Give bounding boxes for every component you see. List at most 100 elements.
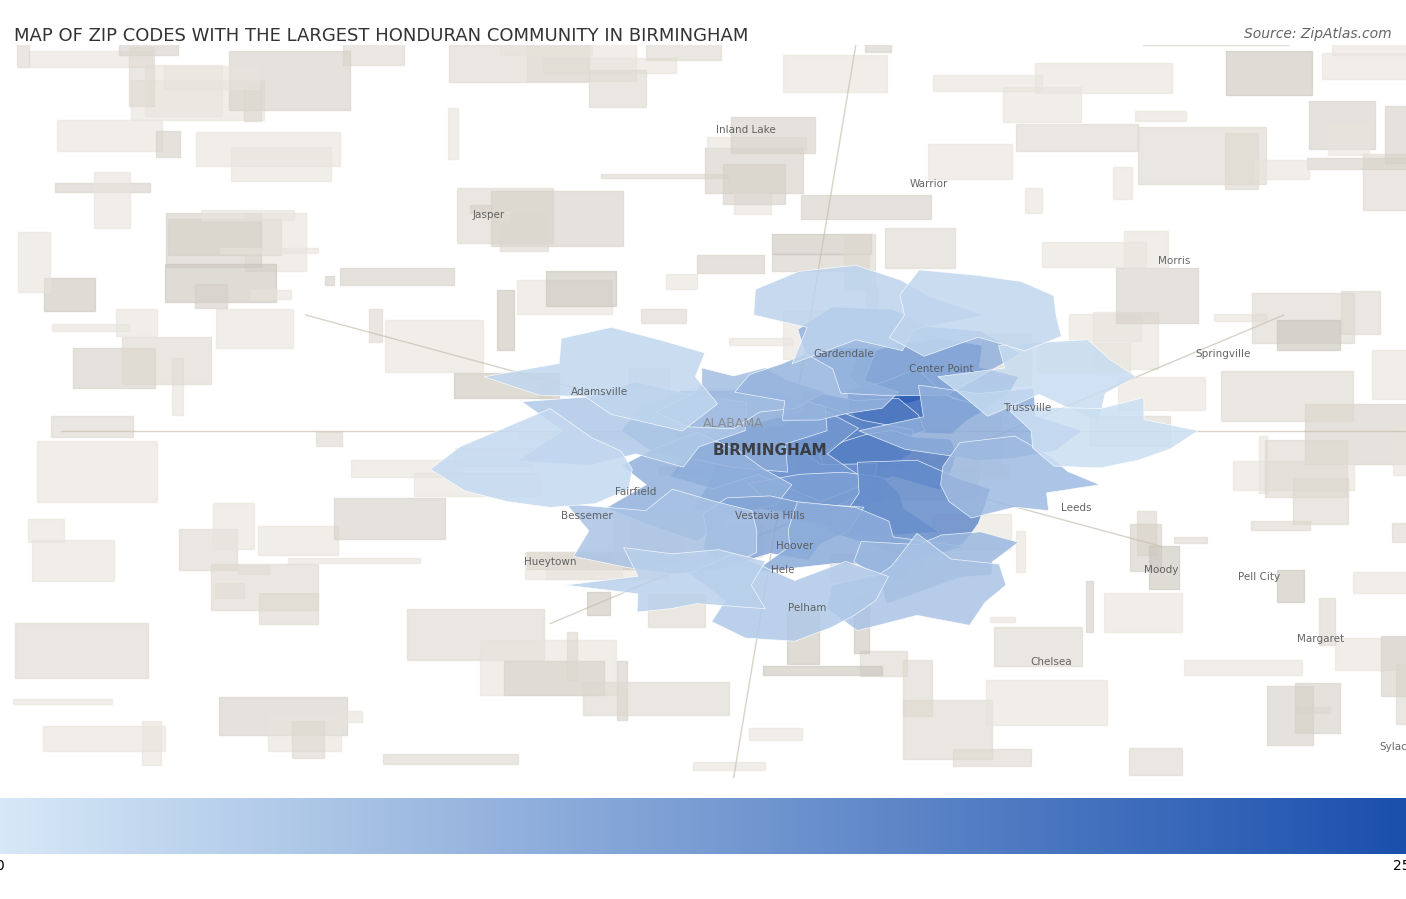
Bar (166, 264, 276, 302)
Polygon shape (484, 327, 717, 431)
Bar (325, 276, 333, 286)
Bar (981, 334, 1031, 385)
Bar (1104, 593, 1182, 632)
Bar (517, 280, 612, 315)
Bar (122, 337, 211, 384)
Bar (772, 254, 869, 271)
Bar (1296, 707, 1330, 713)
Bar (524, 552, 621, 580)
Bar (1322, 53, 1406, 79)
Bar (860, 651, 907, 676)
Text: Hele: Hele (770, 565, 794, 574)
Bar (613, 514, 752, 562)
Polygon shape (752, 502, 963, 581)
Bar (1092, 312, 1159, 369)
Text: Hueytown: Hueytown (524, 556, 576, 567)
Bar (855, 594, 869, 653)
Bar (1025, 188, 1042, 212)
Bar (156, 130, 180, 157)
Bar (859, 554, 946, 566)
Bar (696, 255, 763, 273)
Bar (651, 524, 762, 557)
Bar (1184, 660, 1302, 675)
Bar (368, 309, 382, 342)
Bar (165, 66, 259, 89)
Bar (52, 325, 129, 331)
Bar (31, 540, 114, 581)
Bar (337, 711, 361, 722)
Bar (51, 416, 134, 437)
Text: Jasper: Jasper (472, 209, 505, 219)
Bar (1069, 314, 1142, 342)
Bar (382, 753, 517, 764)
Polygon shape (669, 407, 869, 502)
Text: Pelham: Pelham (787, 603, 827, 613)
Bar (1329, 125, 1369, 156)
Bar (449, 108, 458, 158)
Bar (73, 348, 155, 388)
Text: Center Point: Center Point (910, 364, 974, 374)
Text: Vestavia Hills: Vestavia Hills (735, 511, 806, 521)
Polygon shape (1005, 397, 1198, 468)
Bar (1319, 599, 1334, 645)
Bar (928, 145, 1012, 179)
Bar (231, 147, 330, 181)
Bar (385, 320, 484, 371)
Bar (695, 389, 761, 395)
Text: Warrior: Warrior (910, 179, 949, 189)
Polygon shape (692, 446, 877, 514)
Bar (195, 131, 340, 166)
Bar (884, 227, 955, 268)
Bar (491, 191, 623, 245)
Bar (1137, 128, 1265, 184)
Bar (1336, 637, 1406, 670)
Bar (238, 565, 269, 574)
Polygon shape (820, 431, 956, 495)
Bar (166, 212, 260, 267)
Polygon shape (849, 338, 1019, 408)
Bar (567, 632, 578, 680)
Bar (496, 289, 513, 350)
Bar (58, 120, 162, 151)
Bar (538, 384, 551, 397)
Bar (413, 474, 540, 495)
Bar (180, 529, 236, 570)
Text: Morris: Morris (1157, 256, 1189, 266)
Bar (641, 308, 686, 324)
Bar (120, 30, 179, 55)
Text: Fairfield: Fairfield (614, 487, 657, 497)
Bar (783, 310, 828, 359)
Bar (1136, 512, 1157, 555)
Text: Sylacauga: Sylacauga (1379, 742, 1406, 752)
Bar (44, 278, 94, 311)
Text: Pell City: Pell City (1239, 573, 1281, 583)
Bar (734, 174, 770, 214)
Bar (1305, 405, 1406, 464)
Bar (589, 70, 647, 107)
Bar (316, 432, 342, 446)
Text: Source: ZipAtlas.com: Source: ZipAtlas.com (1244, 27, 1392, 41)
Bar (456, 449, 533, 466)
Bar (219, 697, 347, 735)
Polygon shape (621, 390, 827, 472)
Bar (28, 519, 65, 542)
Bar (219, 248, 318, 254)
Bar (17, 12, 30, 67)
Text: Margaret: Margaret (1296, 634, 1344, 644)
Bar (1265, 441, 1347, 496)
Text: Hoover: Hoover (776, 541, 814, 551)
Bar (979, 466, 1010, 478)
Bar (1308, 158, 1406, 169)
Bar (617, 661, 627, 720)
Bar (1372, 350, 1406, 399)
Bar (546, 271, 616, 307)
Bar (245, 213, 305, 271)
Bar (903, 661, 932, 717)
Bar (214, 503, 254, 549)
Bar (932, 514, 1011, 549)
Polygon shape (735, 348, 898, 421)
Bar (990, 617, 1015, 622)
Bar (1135, 111, 1187, 121)
Polygon shape (748, 472, 939, 536)
Text: Bessemer: Bessemer (561, 511, 613, 521)
